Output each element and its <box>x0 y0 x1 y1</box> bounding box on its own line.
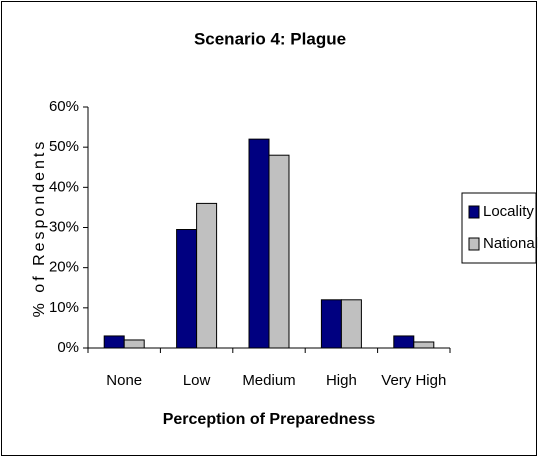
legend-swatch <box>468 237 480 251</box>
x-tick-label: High <box>326 372 357 389</box>
legend <box>461 192 537 264</box>
legend-label: National <box>483 235 538 252</box>
y-tick-label: 30% <box>49 218 79 235</box>
bar <box>196 202 218 349</box>
bar <box>320 299 342 349</box>
y-tick-label: 10% <box>49 299 79 316</box>
y-tick-label: 0% <box>57 339 79 356</box>
y-axis-title: % of Respondents <box>31 139 48 318</box>
bar <box>268 154 290 349</box>
legend-label: Locality <box>483 203 534 220</box>
bar <box>103 335 125 349</box>
x-tick-label: None <box>106 372 142 389</box>
y-tick-label: 50% <box>49 138 79 155</box>
chart-title: Scenario 4: Plague <box>194 29 346 48</box>
x-tick-label: Medium <box>242 372 295 389</box>
legend-swatch <box>468 205 480 219</box>
y-tick-label: 20% <box>49 259 79 276</box>
bar <box>413 341 435 349</box>
y-tick-label: 60% <box>49 98 79 115</box>
x-axis-title: Perception of Preparedness <box>163 411 376 428</box>
bar <box>248 138 270 349</box>
bar <box>176 229 198 349</box>
bar <box>123 339 145 349</box>
x-tick-label: Very High <box>381 372 446 389</box>
y-tick-label: 40% <box>49 178 79 195</box>
x-tick-label: Low <box>183 372 211 389</box>
bar <box>340 299 362 349</box>
bar <box>393 335 415 349</box>
